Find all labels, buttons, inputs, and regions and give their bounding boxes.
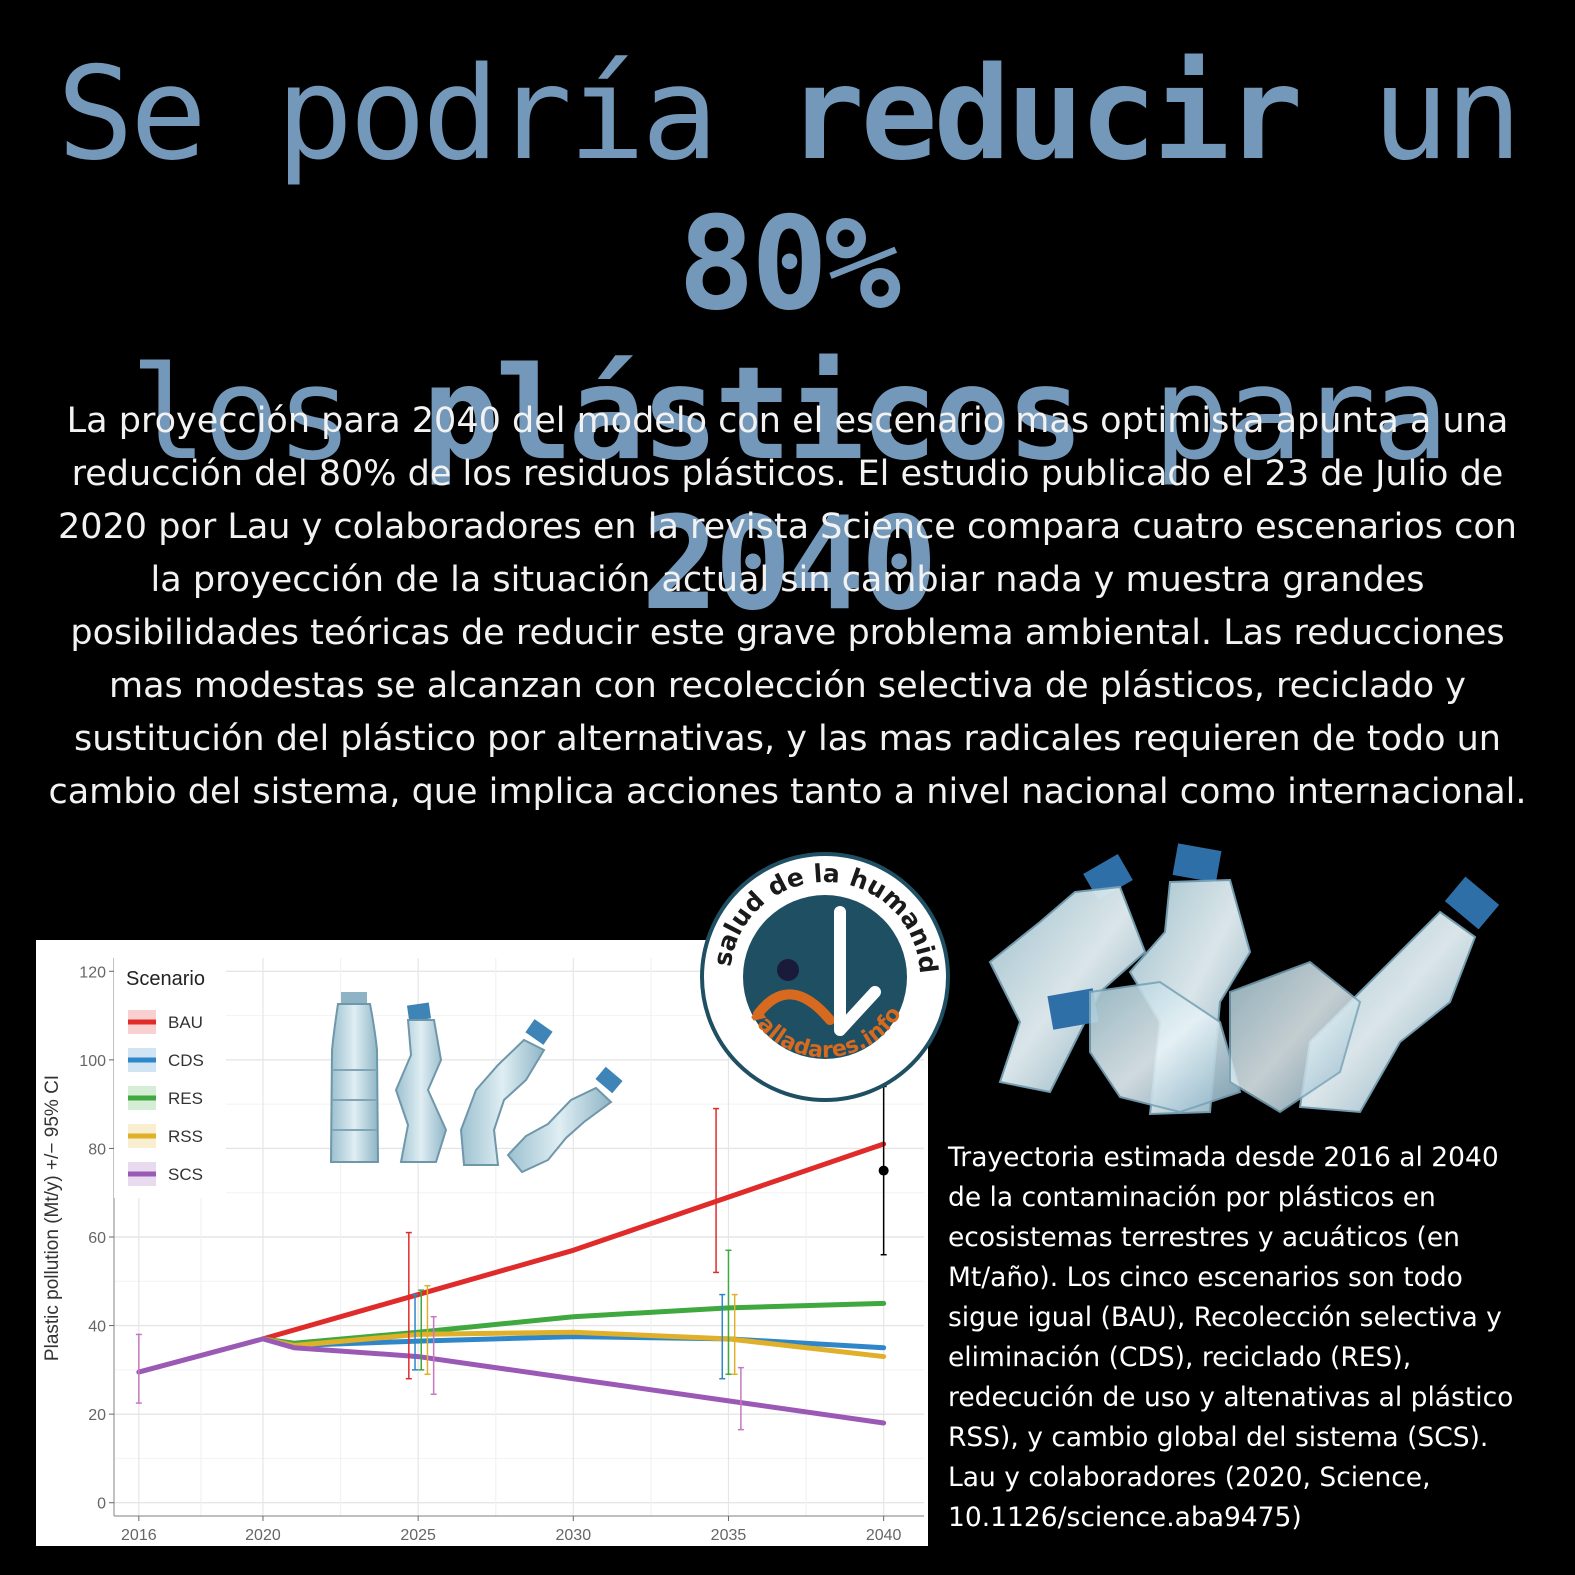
intro-line: la proyección de la situación actual sin… <box>150 560 1425 600</box>
caption-line: eliminación (CDS), reciclado (RES), <box>948 1342 1412 1373</box>
caption-line: ecosistemas terrestres y acuáticos (en <box>948 1222 1460 1253</box>
crushed-bottle-icon <box>1047 980 1242 1114</box>
valladares-logo: La salud de la humanidad valladares.info <box>700 852 950 1102</box>
intro-line: reducción del 80% de los residuos plásti… <box>71 454 1504 494</box>
legend-title: Scenario <box>126 968 205 990</box>
headline-line-2: los plásticos para 2040 <box>129 340 1449 639</box>
logo-arc-mark <box>753 989 835 1025</box>
series-line-historical <box>136 1336 266 1375</box>
chart-caption: Trayectoria estimada desde 2016 al 2040 … <box>948 1138 1558 1538</box>
crushed-bottles-photo <box>988 843 1500 1116</box>
chart-legend: Scenario BAU CDS RES RSS SCS <box>114 958 226 1198</box>
intro-line: mas modestas se alcanzan con recolección… <box>108 666 1467 706</box>
legend-label-bau: BAU <box>168 1013 203 1032</box>
logo-inner-disc <box>743 895 907 1059</box>
bottle-crushed-icon <box>459 1019 553 1166</box>
intro-paragraph: La proyección para 2040 del modelo con e… <box>20 395 1555 819</box>
caption-line: Trayectoria estimada desde 2016 al 2040 <box>948 1142 1499 1173</box>
y-tick-label: 60 <box>88 1230 106 1247</box>
y-tick-label: 120 <box>79 964 106 981</box>
bottle-crushed-icon <box>506 1066 623 1174</box>
bottle-upright-icon <box>329 992 380 1163</box>
x-tick-label: 2030 <box>556 1527 592 1544</box>
crushed-bottle-icon <box>1229 960 1362 1114</box>
headline: Se podría reducir un 80% los plásticos p… <box>0 40 1575 640</box>
series-line-scs <box>260 1336 887 1426</box>
y-tick-label: 80 <box>88 1141 106 1158</box>
x-tick-label: 2025 <box>400 1527 436 1544</box>
caption-line: sigue igual (BAU), Recolección selectiva… <box>948 1302 1502 1333</box>
caption-line: RSS), y cambio global del sistema (SCS). <box>948 1422 1489 1453</box>
chart-bottles-illustration <box>329 992 623 1174</box>
y-axis-label: Plastic pollution (Mt/y) +/− 95% CI <box>42 1075 63 1361</box>
y-tick-label: 0 <box>97 1496 106 1513</box>
intro-line: posibilidades teóricas de reducir este g… <box>70 613 1505 653</box>
legend-label-cds: CDS <box>168 1051 204 1070</box>
legend-label-rss: RSS <box>168 1127 203 1146</box>
caption-line: Lau y colaboradores (2020, Science, <box>948 1462 1431 1493</box>
x-tick-label: 2035 <box>711 1527 747 1544</box>
caption-line: redecución de uso y altenativas al plást… <box>948 1382 1514 1413</box>
headline-line-1: Se podría reducir un 80% <box>56 40 1522 339</box>
caption-line: Mt/año). Los cinco escenarios son todo <box>948 1262 1463 1293</box>
intro-line: sustitución del plástico por alternativa… <box>74 719 1501 759</box>
y-tick-label: 40 <box>88 1319 106 1336</box>
y-tick-label: 20 <box>88 1407 106 1424</box>
x-tick-label: 2016 <box>121 1527 157 1544</box>
y-tick-label: 100 <box>79 1053 106 1070</box>
bottle-crushed-icon <box>394 1002 448 1163</box>
series-line-bau <box>260 1141 887 1342</box>
caption-line: de la contaminación por plásticos en <box>948 1182 1436 1213</box>
logo-check-mark <box>834 906 881 1036</box>
legend-label-scs: SCS <box>168 1165 203 1184</box>
intro-line: cambio del sistema, que implica acciones… <box>48 772 1527 812</box>
intro-line: 2020 por Lau y colaboradores en la revis… <box>58 507 1517 547</box>
caption-line: 10.1126/science.aba9475) <box>948 1502 1302 1533</box>
intro-line: La proyección para 2040 del modelo con e… <box>66 401 1509 441</box>
logo-head-dot <box>777 959 799 981</box>
observed-point <box>878 1165 889 1176</box>
x-tick-label: 2020 <box>245 1527 281 1544</box>
crushed-bottle-icon <box>988 854 1147 1094</box>
legend-label-res: RES <box>168 1089 203 1108</box>
x-tick-label: 2040 <box>866 1527 902 1544</box>
